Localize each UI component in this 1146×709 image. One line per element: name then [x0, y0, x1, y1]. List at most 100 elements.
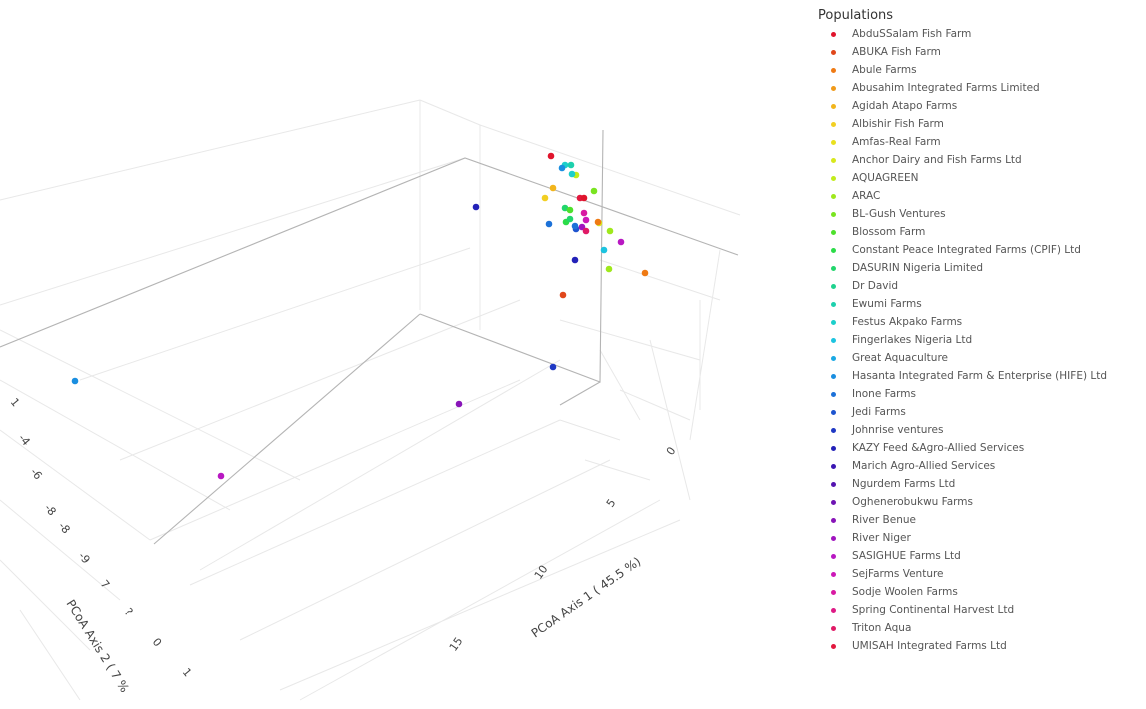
y-tick: 1	[180, 666, 194, 680]
legend-item[interactable]: KAZY Feed &Agro-Allied Services	[818, 439, 1144, 457]
legend-item[interactable]: Amfas-Real Farm	[818, 133, 1144, 151]
data-point[interactable]	[571, 256, 579, 264]
legend-item[interactable]: AQUAGREEN	[818, 169, 1144, 187]
legend-item[interactable]: Ewumi Farms	[818, 295, 1144, 313]
legend-label: Blossom Farm	[852, 226, 926, 238]
data-point[interactable]	[590, 187, 598, 195]
data-point[interactable]	[580, 209, 588, 217]
legend-marker-icon	[831, 445, 836, 451]
legend-item[interactable]: Abule Farms	[818, 61, 1144, 79]
legend-marker-icon	[831, 67, 836, 73]
legend-marker-icon	[831, 247, 836, 253]
legend-item[interactable]: Fingerlakes Nigeria Ltd	[818, 331, 1144, 349]
legend-item[interactable]: Blossom Farm	[818, 223, 1144, 241]
data-point[interactable]	[549, 363, 557, 371]
axis-box-lines	[0, 129, 739, 545]
legend-item[interactable]: Albishir Fish Farm	[818, 115, 1144, 133]
data-point[interactable]	[472, 203, 480, 211]
legend-item[interactable]: River Benue	[818, 511, 1144, 529]
legend-marker-icon	[831, 463, 836, 469]
legend-item[interactable]: Jedi Farms	[818, 403, 1144, 421]
data-point[interactable]	[580, 194, 588, 202]
legend-marker-icon	[831, 607, 836, 613]
legend-item[interactable]: Sodje Woolen Farms	[818, 583, 1144, 601]
legend-label: Hasanta Integrated Farm & Enterprise (HI…	[852, 370, 1108, 382]
legend-item[interactable]: ARAC	[818, 187, 1144, 205]
legend-marker-icon	[831, 589, 836, 595]
legend-item[interactable]: Dr David	[818, 277, 1144, 295]
data-point[interactable]	[578, 223, 586, 231]
legend-title: Populations	[818, 8, 894, 23]
legend-label: ABUKA Fish Farm	[852, 46, 941, 58]
data-point[interactable]	[558, 164, 566, 172]
legend-label: Inone Farms	[852, 388, 916, 400]
legend-item[interactable]: Inone Farms	[818, 385, 1144, 403]
legend-item[interactable]: River Niger	[818, 529, 1144, 547]
legend-marker-icon	[831, 31, 836, 37]
legend-item[interactable]: DASURIN Nigeria Limited	[818, 259, 1144, 277]
y-tick: 0	[150, 636, 164, 650]
legend-marker-icon	[831, 571, 836, 577]
legend-item[interactable]: BL-Gush Ventures	[818, 205, 1144, 223]
data-point[interactable]	[582, 216, 590, 224]
legend-item[interactable]: Abusahim Integrated Farms Limited	[818, 79, 1144, 97]
data-point[interactable]	[571, 222, 579, 230]
data-point[interactable]	[617, 238, 625, 246]
legend-item[interactable]: UMISAH Integrated Farms Ltd	[818, 637, 1144, 655]
legend-marker-icon	[831, 391, 836, 397]
legend-marker-icon	[831, 301, 836, 307]
legend-item[interactable]: SejFarms Venture	[818, 565, 1144, 583]
data-point[interactable]	[566, 206, 574, 214]
legend-label: Oghenerobukwu Farms	[852, 496, 973, 508]
legend-item[interactable]: Anchor Dairy and Fish Farms Ltd	[818, 151, 1144, 169]
data-point[interactable]	[594, 218, 602, 226]
legend-item[interactable]: Constant Peace Integrated Farms (CPIF) L…	[818, 241, 1144, 259]
data-point[interactable]	[641, 269, 649, 277]
data-point[interactable]	[605, 265, 613, 273]
legend-item[interactable]: Triton Aqua	[818, 619, 1144, 637]
legend-item[interactable]: Johnrise ventures	[818, 421, 1144, 439]
data-point[interactable]	[606, 227, 614, 235]
data-point[interactable]	[600, 246, 608, 254]
data-point[interactable]	[567, 161, 575, 169]
legend-marker-icon	[831, 499, 836, 505]
data-point[interactable]	[559, 291, 567, 299]
legend-label: Constant Peace Integrated Farms (CPIF) L…	[852, 244, 1081, 256]
data-point[interactable]	[71, 377, 79, 385]
data-points[interactable]	[71, 152, 649, 480]
scatter-3d-plot[interactable]: 0 5 10 15 1 -4 -6 -8 -8 -9 7 ? 0 1 PCoA …	[0, 0, 790, 709]
legend-item[interactable]: Ngurdem Farms Ltd	[818, 475, 1144, 493]
data-point[interactable]	[549, 184, 557, 192]
data-point[interactable]	[568, 170, 576, 178]
data-point[interactable]	[455, 400, 463, 408]
y-tick: -8	[42, 502, 59, 519]
y-tick: 1	[8, 396, 22, 410]
legend-label: Ewumi Farms	[852, 298, 922, 310]
legend-item[interactable]: Spring Continental Harvest Ltd	[818, 601, 1144, 619]
legend-label: AbduSSalam Fish Farm	[852, 28, 972, 40]
legend-item[interactable]: Marich Agro-Allied Services	[818, 457, 1144, 475]
legend-marker-icon	[831, 643, 836, 649]
legend-item[interactable]: ABUKA Fish Farm	[818, 43, 1144, 61]
data-point[interactable]	[217, 472, 225, 480]
x-tick: 5	[604, 497, 619, 510]
y-tick: ?	[122, 606, 136, 619]
data-point[interactable]	[561, 204, 569, 212]
legend-item[interactable]: Great Aquaculture	[818, 349, 1144, 367]
y-tick: -6	[28, 466, 45, 483]
legend-label: River Benue	[852, 514, 916, 526]
data-point[interactable]	[582, 227, 590, 235]
data-point[interactable]	[566, 215, 574, 223]
data-point[interactable]	[545, 220, 553, 228]
legend-item[interactable]: Agidah Atapo Farms	[818, 97, 1144, 115]
legend-item[interactable]: Hasanta Integrated Farm & Enterprise (HI…	[818, 367, 1144, 385]
legend-item[interactable]: Festus Akpako Farms	[818, 313, 1144, 331]
legend-label: Sodje Woolen Farms	[852, 586, 958, 598]
legend-item[interactable]: AbduSSalam Fish Farm	[818, 25, 1144, 43]
legend-marker-icon	[831, 535, 836, 541]
legend-label: Agidah Atapo Farms	[852, 100, 958, 112]
data-point[interactable]	[541, 194, 549, 202]
data-point[interactable]	[547, 152, 555, 160]
legend-item[interactable]: Oghenerobukwu Farms	[818, 493, 1144, 511]
legend-item[interactable]: SASIGHUE Farms Ltd	[818, 547, 1144, 565]
